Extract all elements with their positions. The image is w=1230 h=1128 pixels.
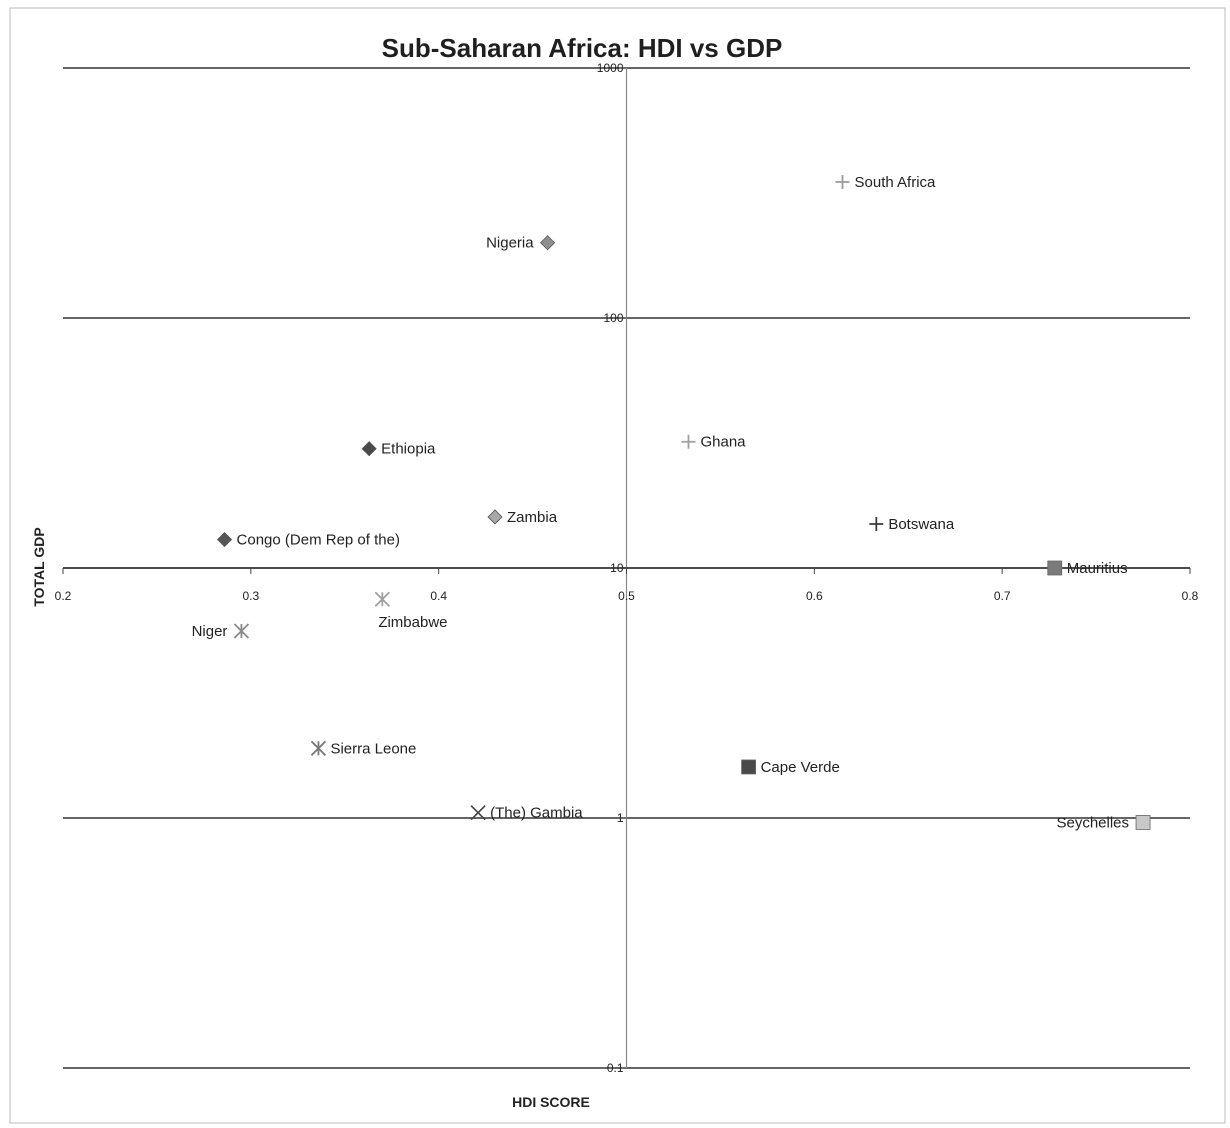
y-tick-label: 1 [617, 811, 624, 825]
x-tick-label: 0.4 [430, 589, 447, 603]
point-label: Seychelles [1056, 814, 1129, 831]
data-point-ethiopia-marker [361, 441, 377, 457]
x-tick-label: 0.2 [55, 589, 72, 603]
x-tick-label: 0.3 [242, 589, 259, 603]
data-point-mauritius-marker [1047, 560, 1063, 576]
data-point-sierra-leone-marker [310, 740, 327, 756]
x-tick-label: 0.6 [806, 589, 823, 603]
data-point-zimbabwe-marker [374, 591, 390, 607]
data-point-botswana-marker [869, 516, 884, 531]
data-point-the-gambia-marker [470, 805, 486, 821]
chart-title: Sub-Saharan Africa: HDI vs GDP [382, 33, 783, 63]
y-tick-label: 0.1 [607, 1061, 624, 1075]
data-point-zambia-marker [487, 509, 503, 525]
chart-frame [9, 7, 1226, 1124]
point-label: Congo (Dem Rep of the) [237, 532, 400, 549]
point-label: Cape Verde [761, 759, 840, 776]
data-point-ghana-marker [681, 434, 696, 449]
point-label: Mauritius [1067, 560, 1128, 577]
y-tick-label: 1000 [597, 61, 624, 75]
point-label: Ethiopia [381, 441, 436, 458]
point-label: Botswana [888, 516, 955, 533]
data-point-seychelles-marker [1135, 815, 1151, 830]
y-axis-title: TOTAL GDP [31, 527, 47, 606]
point-label: Zambia [507, 509, 558, 526]
data-point-cape-verde-marker [741, 759, 756, 775]
x-tick-label: 0.7 [994, 589, 1011, 603]
point-label: Zimbabwe [378, 614, 447, 631]
point-label: Nigeria [486, 235, 534, 252]
point-label: Ghana [700, 434, 746, 451]
point-label: South Africa [855, 174, 937, 191]
point-label: (The) Gambia [490, 805, 583, 822]
data-point-south-africa-marker [835, 174, 850, 189]
point-label: Niger [192, 623, 228, 640]
y-tick-label: 100 [603, 311, 623, 325]
point-layer: South Africa Nigeria Ghana Ethiopia Zambia Bo… [192, 174, 1151, 831]
x-tick-label: 0.8 [1182, 589, 1199, 603]
x-tick-label: 0.5 [618, 589, 635, 603]
point-label: Sierra Leone [330, 740, 416, 757]
data-point-nigeria-marker [540, 235, 556, 251]
data-point-congo-dem-rep-of-the-marker [216, 531, 233, 548]
x-axis-title: HDI SCORE [512, 1094, 590, 1110]
data-point-niger-marker [233, 623, 250, 639]
